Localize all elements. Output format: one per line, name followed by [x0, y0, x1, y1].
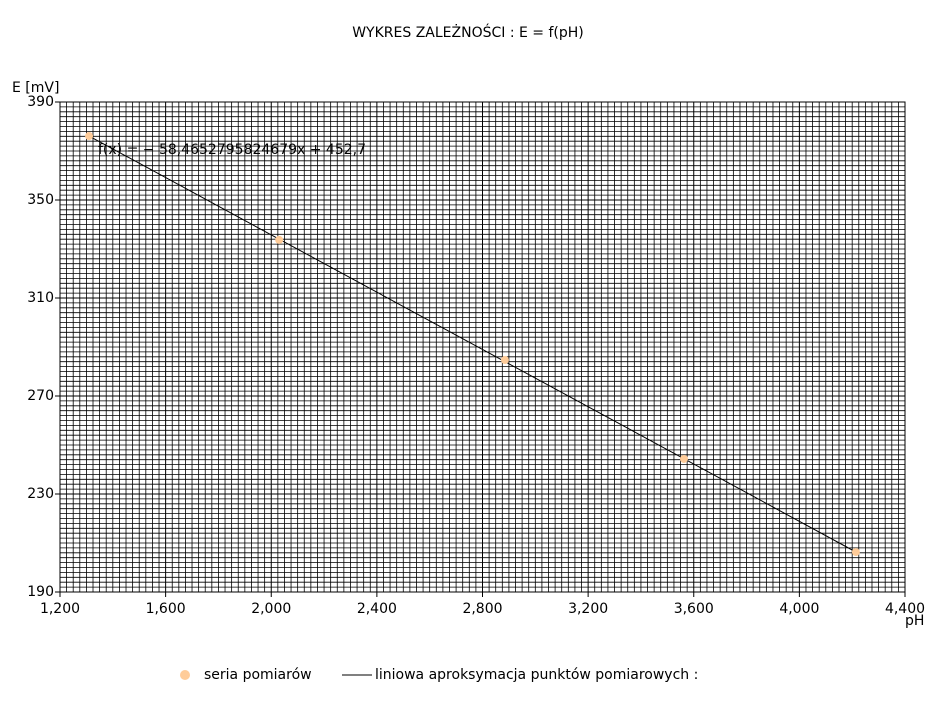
x-tick-label: 2,800: [462, 601, 502, 617]
x-tick-label: 1,200: [40, 601, 80, 617]
y-tick-label: 190: [27, 584, 54, 600]
y-tick-label: 270: [27, 388, 54, 404]
data-point: [275, 235, 284, 244]
y-tick-label: 310: [27, 290, 54, 306]
legend-label: liniowa aproksymacja punktów pomiarowych…: [375, 667, 698, 683]
x-axis-label: pH: [905, 613, 924, 629]
data-point: [851, 548, 860, 557]
data-point: [85, 132, 94, 141]
chart-title: WYKRES ZALEŻNOŚCI : E = f(pH): [352, 23, 584, 41]
data-point: [679, 454, 688, 463]
x-tick-label: 2,400: [357, 601, 397, 617]
x-tick-label: 4,000: [779, 601, 819, 617]
x-tick-label: 3,600: [674, 601, 714, 617]
y-tick-label: 230: [27, 486, 54, 502]
trend-line: [88, 135, 857, 553]
legend-marker: [180, 670, 190, 680]
x-tick-label: 4,400: [885, 601, 925, 617]
legend-label: seria pomiarów: [204, 667, 312, 683]
x-tick-label: 1,600: [146, 601, 186, 617]
x-tick-label: 2,000: [251, 601, 291, 617]
data-point: [500, 355, 509, 364]
y-axis-label: E [mV]: [12, 80, 59, 96]
y-tick-label: 390: [27, 94, 54, 110]
y-tick-label: 350: [27, 192, 54, 208]
x-tick-label: 3,200: [568, 601, 608, 617]
